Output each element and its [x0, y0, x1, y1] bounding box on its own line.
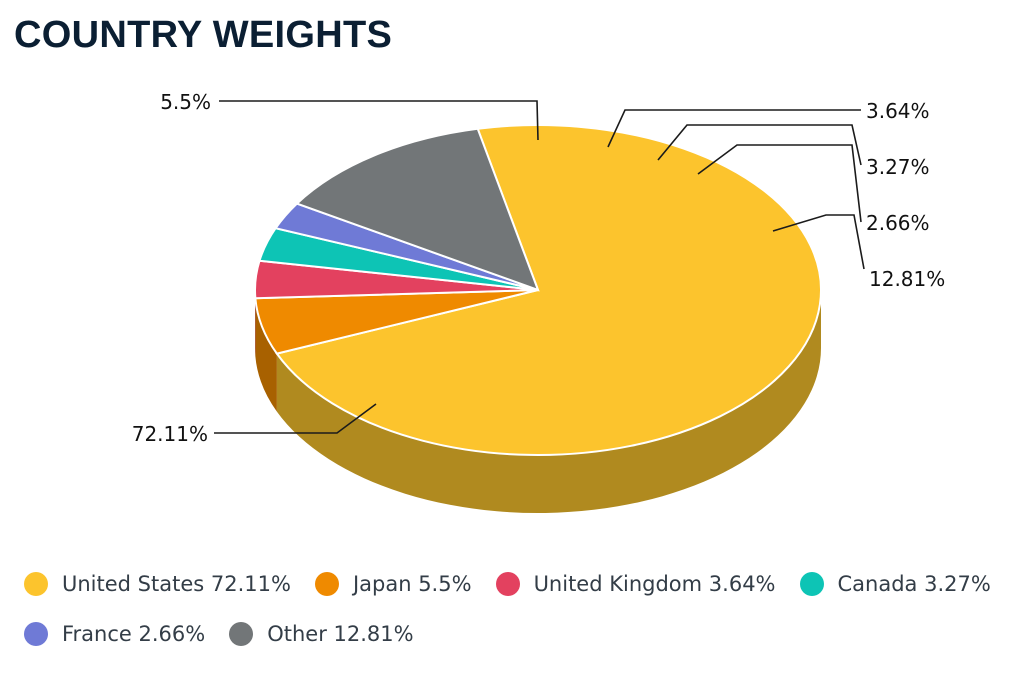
data-label-canada: 3.27%	[866, 155, 930, 179]
pie-side-layer	[255, 290, 821, 513]
chart-title: COUNTRY WEIGHTS	[14, 14, 393, 56]
leader-line-canada	[657, 124, 862, 166]
pie-slice-united-states[interactable]	[275, 124, 822, 456]
legend-item-canada[interactable]: Canada 3.27%	[799, 568, 991, 600]
pie-chart: 72.11% 5.5% 3.64% 3.27% 2.66% 12.81%	[132, 90, 946, 513]
pie-side-united-states	[276, 290, 821, 513]
data-label-france: 2.66%	[866, 211, 930, 235]
leader-line-france	[697, 144, 862, 223]
legend-label: France 2.66%	[62, 622, 206, 646]
data-label-united-states: 72.11%	[132, 422, 208, 446]
legend-item-united-states[interactable]: United States 72.11%	[24, 568, 291, 600]
legend-item-japan[interactable]: Japan 5.5%	[314, 568, 472, 600]
leader-line-united-kingdom	[607, 109, 861, 148]
legend-label: Other 12.81%	[267, 622, 414, 646]
legend-swatch	[229, 622, 254, 646]
legend-item-france[interactable]: France 2.66%	[24, 618, 205, 650]
legend-swatch	[24, 572, 48, 596]
legend: United States 72.11% Japan 5.5% United K…	[24, 568, 1004, 650]
legend-label: Japan 5.5%	[352, 572, 472, 596]
legend-label: United Kingdom 3.64%	[533, 572, 776, 596]
leader-line-united-states	[214, 403, 377, 434]
leader-lines	[214, 100, 865, 434]
legend-swatch	[314, 572, 339, 596]
legend-label: United States 72.11%	[62, 572, 291, 596]
data-label-japan: 5.5%	[160, 90, 211, 114]
leader-line-japan	[219, 100, 539, 141]
data-labels: 72.11% 5.5% 3.64% 3.27% 2.66% 12.81%	[132, 90, 946, 446]
legend-label: Canada 3.27%	[837, 572, 991, 596]
pie-slice-other[interactable]	[295, 127, 540, 292]
data-label-other: 12.81%	[869, 267, 945, 291]
leader-line-other	[772, 214, 865, 270]
legend-item-other[interactable]: Other 12.81%	[229, 618, 414, 650]
pie-side-japan	[255, 298, 277, 412]
legend-swatch	[799, 572, 824, 596]
pie-top-layer	[254, 124, 822, 456]
legend-swatch	[24, 622, 48, 646]
legend-swatch	[495, 572, 520, 596]
data-label-united-kingdom: 3.64%	[866, 99, 930, 123]
legend-item-united-kingdom[interactable]: United Kingdom 3.64%	[495, 568, 776, 600]
